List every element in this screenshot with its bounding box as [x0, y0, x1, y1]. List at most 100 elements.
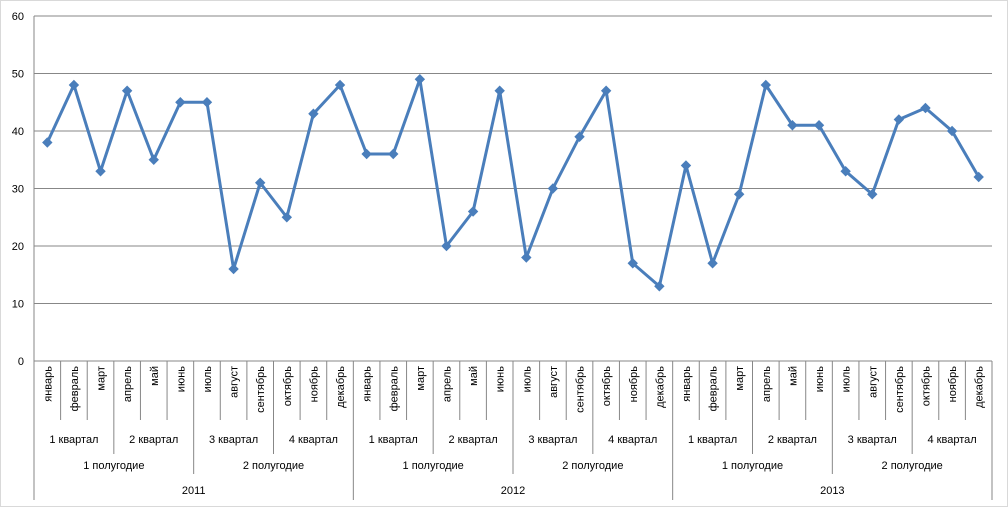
- series-line: [45, 77, 980, 288]
- x-tick-label: февраль: [708, 366, 720, 412]
- data-point: [946, 125, 958, 137]
- y-tick-label: 40: [12, 126, 24, 138]
- data-point: [201, 97, 213, 108]
- data-point: [627, 258, 638, 269]
- data-point: [867, 189, 878, 200]
- x-tick-label: январь: [42, 366, 54, 402]
- data-point: [467, 206, 479, 217]
- x-tick-label: февраль: [388, 366, 400, 412]
- data-point: [121, 85, 133, 96]
- y-tick-label: 20: [12, 241, 24, 253]
- x-tick-label: май: [149, 366, 161, 386]
- data-point: [893, 114, 905, 125]
- x-tick-label: июль: [521, 366, 533, 393]
- x-tick-label: июль: [841, 366, 853, 393]
- quarter-label: 2 квартал: [768, 434, 817, 446]
- data-point: [388, 148, 399, 160]
- data-point: [787, 120, 798, 131]
- data-point: [281, 212, 293, 223]
- data-point: [654, 281, 665, 292]
- data-point: [707, 258, 718, 269]
- data-point: [574, 131, 585, 142]
- half-label: 2 полугодие: [882, 460, 943, 472]
- year-label: 2011: [182, 485, 206, 497]
- data-point: [441, 240, 452, 252]
- data-point: [414, 74, 426, 85]
- x-tick-label: март: [734, 366, 746, 391]
- half-label: 2 полугодие: [243, 460, 304, 472]
- quarter-label: 1 квартал: [688, 434, 737, 446]
- quarter-label: 3 квартал: [528, 434, 577, 446]
- data-point: [494, 85, 505, 96]
- x-tick-label: май: [468, 366, 480, 386]
- x-tick-label: январь: [362, 366, 374, 402]
- quarter-label: 2 квартал: [449, 434, 498, 446]
- x-tick-label: октябрь: [601, 366, 613, 406]
- quarter-label: 4 квартал: [608, 434, 657, 446]
- data-point: [760, 79, 772, 91]
- y-tick-label: 10: [12, 299, 24, 311]
- x-tick-label: декабрь: [335, 366, 347, 408]
- x-tick-label: июль: [202, 366, 214, 393]
- x-tick-label: апрель: [441, 366, 453, 402]
- data-point: [361, 148, 372, 160]
- data-point: [334, 79, 346, 91]
- x-tick-label: декабрь: [654, 366, 666, 408]
- x-tick-label: ноябрь: [628, 366, 640, 403]
- quarter-label: 4 квартал: [928, 434, 977, 446]
- quarter-label: 3 квартал: [209, 434, 258, 446]
- x-tick-label: ноябрь: [947, 366, 959, 403]
- data-point: [175, 97, 186, 108]
- x-tick-label: сентябрь: [575, 366, 587, 413]
- y-tick-label: 50: [12, 69, 24, 81]
- data-point: [840, 166, 851, 177]
- year-label: 2013: [820, 485, 844, 497]
- data-point: [254, 177, 266, 188]
- x-tick-label: октябрь: [282, 366, 294, 406]
- half-label: 1 полугодие: [83, 460, 144, 472]
- x-tick-label: март: [96, 366, 108, 391]
- quarter-label: 4 квартал: [289, 434, 338, 446]
- x-tick-label: июнь: [814, 366, 826, 392]
- x-tick-label: май: [787, 366, 799, 386]
- data-point: [68, 79, 80, 91]
- x-tick-label: сентябрь: [894, 366, 906, 413]
- data-point: [148, 154, 159, 165]
- data-point: [600, 85, 612, 96]
- data-point: [973, 171, 984, 183]
- data-point: [42, 137, 53, 148]
- data-point: [813, 120, 825, 131]
- y-tick-label: 60: [12, 11, 24, 23]
- data-point: [95, 166, 106, 177]
- half-label: 1 полугодие: [722, 460, 783, 472]
- x-tick-label: август: [548, 366, 560, 398]
- x-tick-label: апрель: [761, 366, 773, 402]
- x-tick-label: июнь: [175, 366, 187, 392]
- x-tick-label: август: [229, 366, 241, 398]
- x-tick-label: февраль: [69, 366, 81, 412]
- data-point: [680, 160, 692, 171]
- x-tick-label: август: [867, 366, 879, 398]
- y-tick-label: 0: [18, 356, 24, 368]
- data-point: [228, 263, 239, 275]
- x-tick-label: июнь: [495, 366, 507, 392]
- x-tick-label: январь: [681, 366, 693, 402]
- half-label: 1 полугодие: [403, 460, 464, 472]
- x-tick-label: ноябрь: [308, 366, 320, 403]
- quarter-label: 3 квартал: [848, 434, 897, 446]
- data-point: [308, 108, 319, 119]
- quarter-label: 1 квартал: [369, 434, 418, 446]
- x-tick-label: март: [415, 366, 427, 391]
- x-tick-label: сентябрь: [255, 366, 267, 413]
- data-point: [547, 183, 559, 194]
- quarter-label: 2 квартал: [129, 434, 178, 446]
- quarter-label: 1 квартал: [49, 434, 98, 446]
- x-tick-label: апрель: [122, 366, 134, 402]
- half-label: 2 полугодие: [562, 460, 623, 472]
- data-point: [733, 189, 745, 200]
- data-point: [920, 102, 931, 114]
- y-tick-label: 30: [12, 184, 24, 196]
- data-point: [521, 252, 532, 263]
- x-tick-label: октябрь: [920, 366, 932, 406]
